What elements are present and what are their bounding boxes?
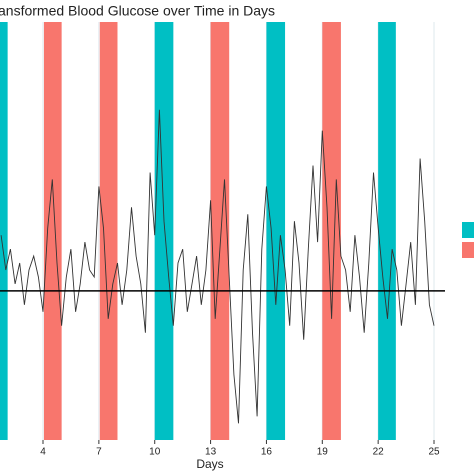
band	[154, 22, 174, 440]
x-tick-label: 25	[428, 447, 440, 458]
legend-swatch	[462, 242, 474, 258]
x-tick-label: 10	[149, 447, 161, 458]
band	[210, 22, 230, 440]
x-tick-label: 4	[40, 447, 46, 458]
band	[43, 22, 62, 440]
band	[99, 22, 118, 440]
x-axis-label: Days	[196, 457, 223, 471]
band	[0, 22, 8, 440]
band	[322, 22, 341, 440]
x-tick-label: 13	[205, 447, 217, 458]
x-tick-label: 16	[261, 447, 273, 458]
glucose-line	[0, 109, 435, 424]
band	[378, 22, 396, 440]
x-tick-label: 7	[96, 447, 102, 458]
chart-title: ansformed Blood Glucose over Time in Day…	[0, 3, 275, 19]
x-tick-label: 22	[373, 447, 385, 458]
x-tick-label: 19	[317, 447, 329, 458]
band	[266, 22, 286, 440]
legend-swatch	[462, 222, 474, 238]
